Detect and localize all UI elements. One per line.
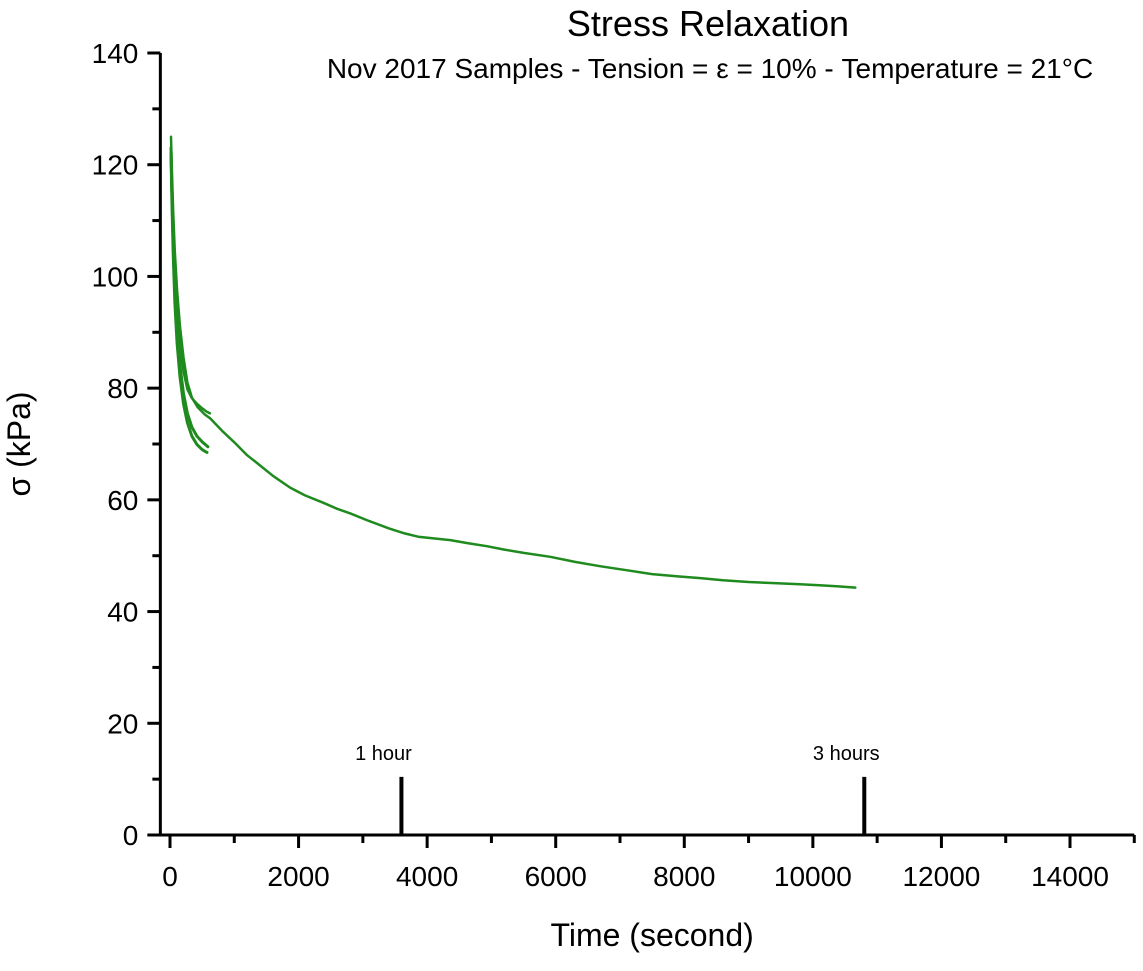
- annotation-label-1-hour: 1 hour: [355, 743, 412, 765]
- x-tick-label-6000: 6000: [525, 861, 587, 892]
- x-tick-label-8000: 8000: [653, 861, 715, 892]
- y-tick-label-40: 40: [107, 597, 138, 628]
- x-tick-label-12000: 12000: [902, 861, 980, 892]
- y-tick-label-20: 20: [107, 708, 138, 739]
- y-tick-label-60: 60: [107, 485, 138, 516]
- x-tick-label-4000: 4000: [396, 861, 458, 892]
- y-tick-label-120: 120: [92, 150, 139, 181]
- y-tick-label-0: 0: [123, 820, 139, 851]
- x-tick-label-0: 0: [162, 861, 178, 892]
- y-tick-label-140: 140: [92, 38, 139, 69]
- series-line-sample-short-2: [169, 146, 210, 449]
- y-tick-label-80: 80: [107, 373, 138, 404]
- y-axis-title: σ (kPa): [1, 391, 37, 496]
- annotation-lines-group: [399, 776, 867, 834]
- chart-title: Stress Relaxation: [567, 3, 849, 44]
- x-axis-title: Time (second): [550, 917, 753, 953]
- chart-subtitle: Nov 2017 Samples - Tension = ε = 10% - T…: [327, 53, 1093, 84]
- series-line-sample-short-3: [169, 152, 209, 454]
- series-line-sample-3-hours: [169, 135, 857, 589]
- annotation-label-3-hours: 3 hours: [813, 743, 880, 765]
- x-tick-label-14000: 14000: [1031, 861, 1109, 892]
- x-tick-label-2000: 2000: [267, 861, 329, 892]
- series-group: [169, 135, 857, 589]
- axes-group: 0 20 40 60 80 100 120 140 0 2000 4000 6000 8000 10000…: [92, 38, 1136, 892]
- x-tick-label-10000: 10000: [774, 861, 852, 892]
- y-tick-label-100: 100: [92, 261, 139, 292]
